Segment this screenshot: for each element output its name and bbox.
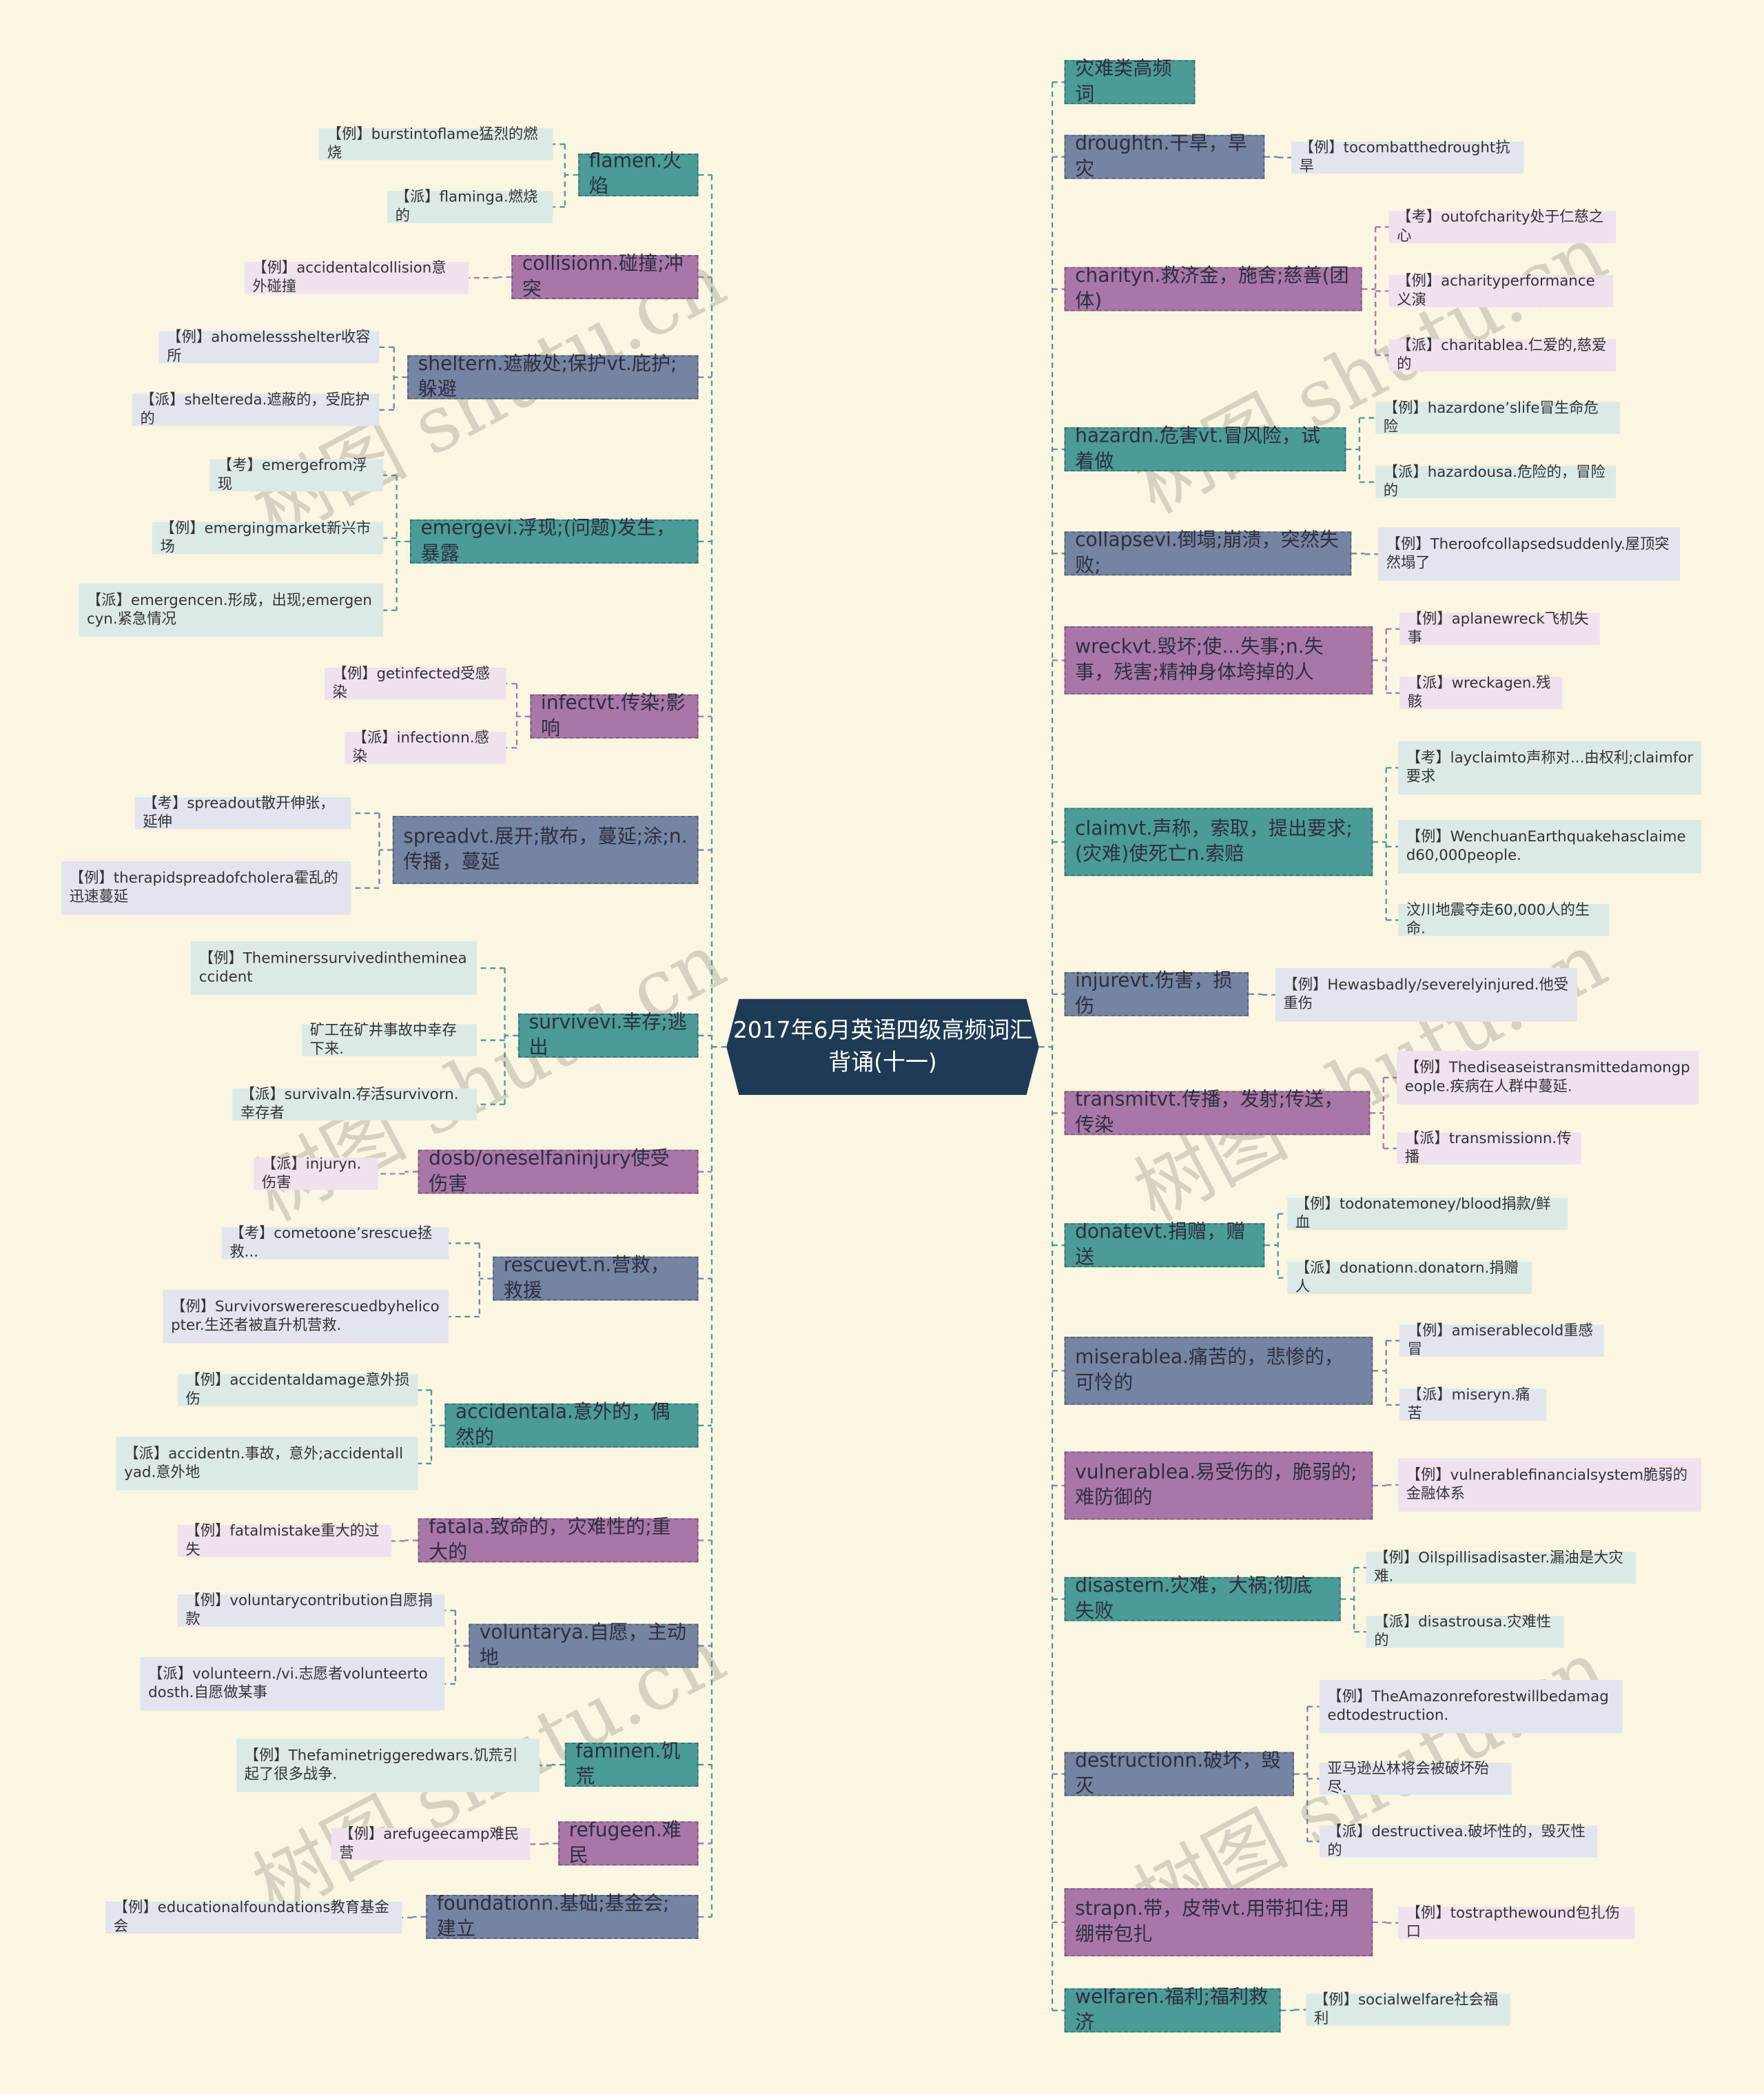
branch-node[interactable]: injurevt.伤害，损伤 <box>1064 970 1249 1017</box>
branch-node[interactable]: voluntarya.自愿，主动地 <box>469 1622 699 1669</box>
leaf-node[interactable]: 【例】educationalfoundations教育基金会 <box>105 1899 402 1935</box>
branch-node[interactable]: droughtn.干旱，旱灾 <box>1064 133 1265 180</box>
leaf-node[interactable]: 【例】arefugeecamp难民营 <box>331 1825 531 1862</box>
leaf-node[interactable]: 【派】emergencen.形成，出现;emergencyn.紧急情况 <box>79 583 384 637</box>
leaf-node[interactable]: 【派】destructivea.破坏性的，毁灭性的 <box>1319 1823 1597 1859</box>
leaf-node[interactable]: 【派】flaminga.燃烧的 <box>387 188 553 225</box>
leaf-node[interactable]: 【考】outofcharity处于仁慈之心 <box>1388 208 1616 245</box>
leaf-node[interactable]: 【例】Survivorswererescuedbyhelicopter.生还者被… <box>163 1290 449 1344</box>
branch-node[interactable]: emergevi.浮现;(问题)发生，暴露 <box>409 517 699 564</box>
leaf-node[interactable]: 亚马逊丛林将会被破坏殆尽. <box>1319 1760 1512 1796</box>
branch-node[interactable]: collapsevi.倒塌;崩溃，突然失败; <box>1064 529 1352 576</box>
leaf-node[interactable]: 【例】burstintoflame猛烈的燃烧 <box>319 125 553 161</box>
leaf-node[interactable]: 【例】emergingmarket新兴市场 <box>152 520 384 555</box>
leaf-node[interactable]: 【派】sheltereda.遮蔽的，受庇护的 <box>132 391 380 427</box>
branch-node[interactable]: 灾难类高频词 <box>1064 58 1196 105</box>
branch-node[interactable]: flamen.火焰 <box>578 151 699 198</box>
leaf-node[interactable]: 【派】charitablea.仁爱的,慈爱的 <box>1388 336 1616 373</box>
central-topic[interactable]: 2017年6月英语四级高频词汇背诵(十一) <box>726 998 1039 1096</box>
branch-node[interactable]: miserablea.痛苦的，悲惨的，可怜的 <box>1064 1336 1373 1405</box>
branch-node[interactable]: dosb/oneselfaninjury使受伤害 <box>418 1148 699 1195</box>
leaf-node[interactable]: 【派】donationn.donatorn.捐赠人 <box>1287 1260 1532 1295</box>
branch-node[interactable]: claimvt.声称，索取，提出要求;(灾难)使死亡n.索赔 <box>1064 808 1373 876</box>
leaf-node[interactable]: 【例】acharityperformance义演 <box>1388 272 1614 309</box>
leaf-node[interactable]: 【例】todonatemoney/blood捐款/鲜血 <box>1287 1195 1568 1231</box>
leaf-node[interactable]: 【考】layclaimto声称对...由权利;claimfor要求 <box>1398 741 1702 795</box>
branch-node[interactable]: survivevi.幸存;逃出 <box>517 1012 699 1058</box>
leaf-node[interactable]: 【例】Oilspillisadisaster.漏油是大灾难. <box>1366 1549 1637 1585</box>
leaf-node[interactable]: 【例】Theroofcollapsedsuddenly.屋顶突然塌了 <box>1378 527 1681 582</box>
leaf-node[interactable]: 【派】disastrousa.灾难性的 <box>1366 1613 1564 1649</box>
leaf-node[interactable]: 【例】fatalmistake重大的过失 <box>177 1522 391 1559</box>
branch-node[interactable]: strapn.带，皮带vt.用带扣住;用绷带包扎 <box>1064 1888 1373 1957</box>
leaf-node[interactable]: 【派】hazardousa.危险的，冒险的 <box>1375 463 1616 500</box>
leaf-node[interactable]: 【例】WenchuanEarthquakehasclaimed60,000peo… <box>1398 819 1702 874</box>
leaf-node[interactable]: 【派】volunteern./vi.志愿者volunteertodosth.自愿… <box>140 1657 445 1711</box>
leaf-node[interactable]: 【派】wreckagen.残骸 <box>1399 675 1563 710</box>
leaf-node[interactable]: 【例】TheAmazonreforestwillbedamagedtodestr… <box>1319 1680 1623 1734</box>
leaf-node[interactable]: 【例】accidentalcollision意外碰撞 <box>244 259 469 295</box>
branch-node[interactable]: welfaren.福利;福利救济 <box>1064 1987 1281 2033</box>
branch-node[interactable]: destructionn.破坏，毁灭 <box>1064 1750 1294 1797</box>
branch-node[interactable]: foundationn.基础;基金会;建立 <box>426 1893 699 1940</box>
leaf-node[interactable]: 【派】injuryn.伤害 <box>254 1155 378 1191</box>
leaf-node[interactable]: 【例】Theminerssurvivedinthemineaccident <box>191 941 477 995</box>
leaf-node[interactable]: 【派】accidentn.事故，意外;accidentallyad.意外地 <box>116 1437 418 1490</box>
leaf-node[interactable]: 【例】getinfected受感染 <box>324 665 506 701</box>
leaf-node[interactable]: 【派】survivaln.存活survivorn.幸存者 <box>232 1086 477 1122</box>
branch-node[interactable]: accidentala.意外的，偶然的 <box>444 1402 699 1448</box>
branch-node[interactable]: wreckvt.毁坏;使...失事;n.失事，残害;精神身体垮掉的人 <box>1064 626 1373 695</box>
leaf-node[interactable]: 【例】tocombatthedrought抗旱 <box>1291 139 1524 175</box>
leaf-node[interactable]: 【考】cometoone’srescue拯救... <box>221 1224 449 1260</box>
branch-node[interactable]: transmitvt.传播，发射;传送，传染 <box>1064 1089 1371 1136</box>
branch-node[interactable]: spreadvt.展开;散布，蔓延;涂;n.传播，蔓延 <box>392 816 699 884</box>
leaf-node[interactable]: 【例】therapidspreadofcholera霍乱的迅速蔓延 <box>61 861 351 915</box>
branch-node[interactable]: faminen.饥荒 <box>564 1741 699 1787</box>
leaf-node[interactable]: 【例】accidentaldamage意外损伤 <box>177 1371 418 1408</box>
branch-node[interactable]: collisionn.碰撞;冲突 <box>511 253 699 300</box>
leaf-node[interactable]: 汶川地震夺走60,000人的生命. <box>1398 901 1610 937</box>
branch-node[interactable]: rescuevt.n.营救，救援 <box>493 1255 699 1302</box>
leaf-node[interactable]: 【派】transmissionn.传播 <box>1397 1130 1581 1166</box>
leaf-node[interactable]: 【例】socialwelfare社会福利 <box>1306 1991 1510 2027</box>
branch-node[interactable]: vulnerablea.易受伤的，脆弱的;难防御的 <box>1064 1451 1373 1520</box>
branch-node[interactable]: disastern.灾难，大祸;彻底失败 <box>1064 1575 1341 1622</box>
leaf-node[interactable]: 【例】tostrapthewound包扎伤口 <box>1398 1905 1635 1940</box>
leaf-node[interactable]: 【例】Thefaminetriggeredwars.饥荒引起了很多战争. <box>236 1738 540 1792</box>
leaf-node[interactable]: 【例】Thediseaseistransmittedamongpeople.疾病… <box>1397 1051 1699 1105</box>
leaf-node[interactable]: 【例】amiserablecold重感冒 <box>1399 1322 1604 1358</box>
leaf-node[interactable]: 矿工在矿井事故中幸存下来. <box>301 1022 477 1058</box>
leaf-node[interactable]: 【例】Hewasbadly/severelyinjured.他受重伤 <box>1275 968 1577 1022</box>
leaf-node[interactable]: 【考】spreadout散开伸张，延伸 <box>134 794 351 830</box>
leaf-node[interactable]: 【例】ahomelessshelter收容所 <box>158 329 380 365</box>
leaf-node[interactable]: 【例】voluntarycontribution自愿捐款 <box>177 1592 445 1628</box>
branch-node[interactable]: refugeen.难民 <box>558 1820 699 1866</box>
leaf-node[interactable]: 【例】vulnerablefinancialsystem脆弱的金融体系 <box>1398 1458 1702 1512</box>
branch-node[interactable]: hazardn.危害vt.冒风险，试着做 <box>1064 425 1346 472</box>
branch-node[interactable]: fatala.致命的，灾难性的;重大的 <box>418 1517 699 1563</box>
leaf-node[interactable]: 【例】hazardone’slife冒生命危险 <box>1375 399 1620 435</box>
branch-node[interactable]: charityn.救济金，施舍;慈善(团体) <box>1064 265 1362 312</box>
leaf-node[interactable]: 【派】infectionn.感染 <box>345 729 506 765</box>
branch-node[interactable]: sheltern.遮蔽处;保护vt.庇护;躲避 <box>407 353 699 400</box>
leaf-node[interactable]: 【例】aplanewreck飞机失事 <box>1399 610 1600 646</box>
branch-node[interactable]: donatevt.捐赠，赠送 <box>1064 1221 1265 1268</box>
leaf-node[interactable]: 【考】emergefrom浮现 <box>209 457 384 493</box>
branch-node[interactable]: infectvt.传染;影响 <box>530 692 699 739</box>
leaf-node[interactable]: 【派】miseryn.痛苦 <box>1399 1386 1547 1422</box>
